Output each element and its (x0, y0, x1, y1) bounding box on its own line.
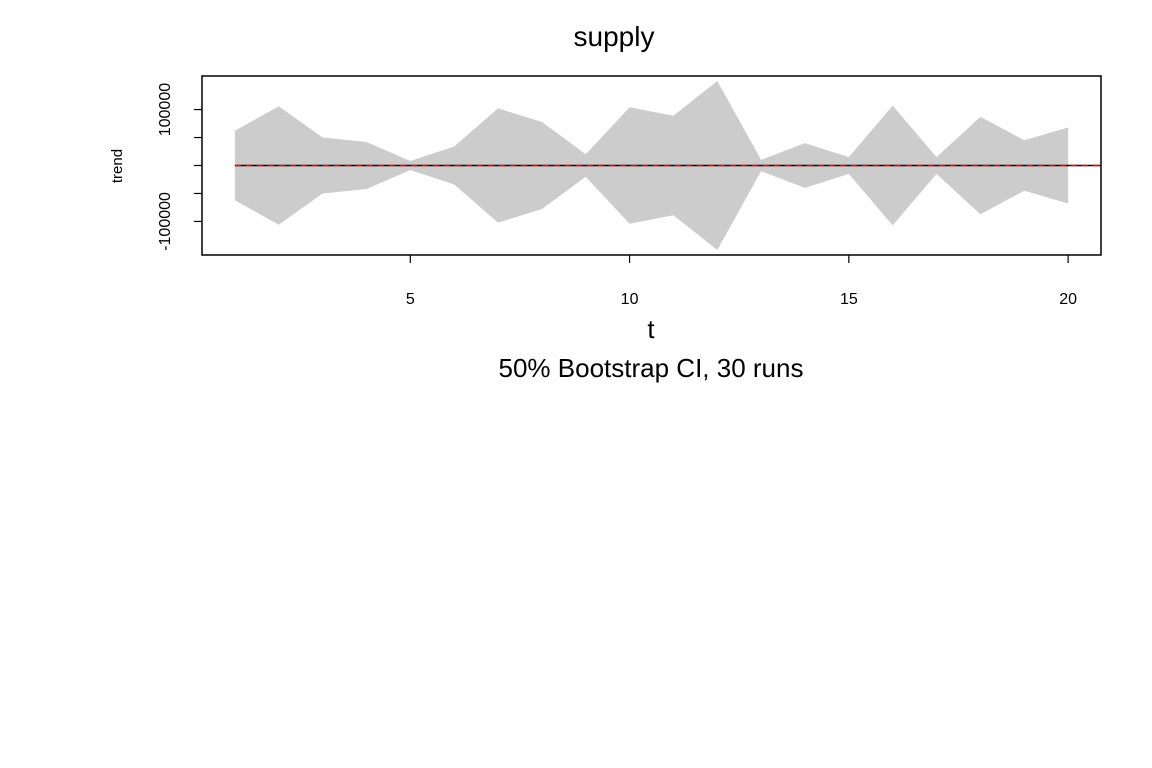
x-tick-label: 20 (1059, 291, 1077, 308)
x-tick-label: 5 (406, 291, 415, 308)
y-tick-label: -100000 (157, 192, 174, 251)
x-tick-label: 10 (621, 291, 639, 308)
x-axis-label: t (647, 314, 655, 344)
y-tick-label: 100000 (157, 83, 174, 136)
x-axis: 5 10 15 20 (406, 255, 1077, 308)
chart-subtitle: 50% Bootstrap CI, 30 runs (499, 353, 804, 383)
x-tick-label: 15 (840, 291, 858, 308)
y-axis: -100000 100000 (157, 83, 202, 251)
y-axis-label: trend (109, 149, 126, 183)
chart-title: supply (574, 21, 655, 52)
